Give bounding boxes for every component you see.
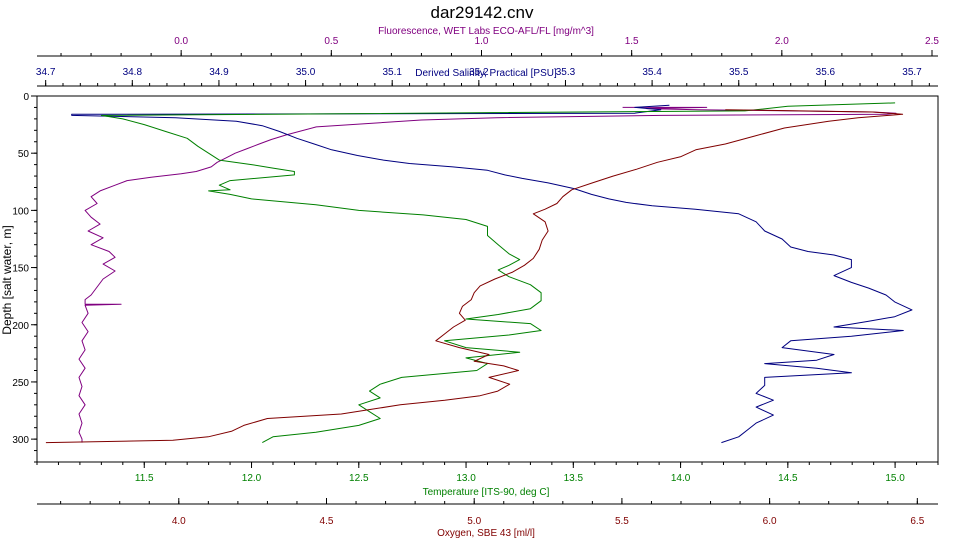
salinity-axis-label: Derived Salinity, Practical [PSU]	[415, 68, 557, 79]
temperature-tick-label: 14.0	[671, 473, 691, 484]
temperature-tick-label: 13.0	[456, 473, 476, 484]
fluorescence-tick-label: 1.5	[625, 36, 639, 47]
oxygen-tick-label: 4.5	[320, 516, 334, 527]
oxygen-tick-label: 5.0	[467, 516, 481, 527]
temperature-tick-label: 12.0	[242, 473, 262, 484]
oxygen-tick-label: 4.0	[172, 516, 186, 527]
temperature-tick-label: 13.5	[564, 473, 584, 484]
salinity-tick-label: 34.9	[209, 67, 229, 78]
fluorescence-tick-label: 0.5	[324, 36, 338, 47]
fluorescence-axis: 0.0 0.5 1.0 1.5 2.0 2.5	[37, 36, 939, 57]
depth-tick-label: 300	[12, 435, 29, 446]
chart-title: dar29142.cnv	[430, 3, 534, 22]
temperature-tick-label: 12.5	[349, 473, 369, 484]
salinity-tick-label: 34.8	[123, 67, 143, 78]
depth-tick-label: 0	[23, 92, 29, 103]
temperature-axis-label: Temperature [ITS-90, deg C]	[423, 487, 550, 498]
fluorescence-axis-label: Fluorescence, WET Labs ECO-AFL/FL [mg/m^…	[378, 26, 594, 37]
fluorescence-tick-label: 0.0	[174, 36, 188, 47]
plot-frame	[36, 95, 939, 463]
temperature-tick-label: 11.5	[135, 473, 154, 484]
oxygen-tick-label: 6.5	[910, 516, 924, 527]
depth-tick-label: 100	[12, 206, 29, 217]
salinity-tick-label: 35.0	[296, 67, 316, 78]
depth-tick-label: 250	[12, 378, 29, 389]
oxygen-profile-line	[45, 109, 904, 444]
fluorescence-tick-label: 2.0	[775, 36, 789, 47]
fluorescence-profile-line	[78, 106, 897, 443]
salinity-axis: 34.7 34.8 34.9 35.0 35.1 35.2 35.3 35.4 35.5 35.6…	[36, 67, 938, 87]
fluorescence-tick-label: 2.5	[925, 36, 939, 47]
depth-tick-label: 200	[12, 321, 29, 332]
salinity-tick-label: 35.1	[382, 67, 402, 78]
depth-tick-label: 50	[18, 149, 30, 160]
depth-axis: 0 50 100 150 200 250 300	[12, 92, 37, 463]
series-layer	[45, 102, 913, 444]
oxygen-tick-label: 5.5	[615, 516, 629, 527]
salinity-tick-label: 35.2	[469, 67, 489, 78]
salinity-tick-label: 35.7	[902, 67, 922, 78]
salinity-tick-label: 34.7	[36, 67, 56, 78]
temperature-tick-label: 15.0	[885, 473, 905, 484]
oxygen-axis: 4.0 4.5 5.0 5.5 6.0 6.5	[37, 498, 938, 527]
oxygen-tick-label: 6.0	[763, 516, 777, 527]
oxygen-axis-label: Oxygen, SBE 43 [ml/l]	[437, 528, 535, 539]
depth-tick-label: 150	[12, 264, 29, 275]
salinity-tick-label: 35.3	[556, 67, 576, 78]
temperature-profile-line	[100, 102, 896, 444]
temperature-axis: 11.5 12.0 12.5 13.0 13.5 14.0 14.5 15.0	[36, 462, 939, 484]
fluorescence-tick-label: 1.0	[475, 36, 489, 47]
temperature-tick-label: 14.5	[778, 473, 798, 484]
salinity-tick-label: 35.6	[816, 67, 836, 78]
salinity-tick-label: 35.5	[729, 67, 749, 78]
depth-axis-label: Depth [salt water, m]	[0, 225, 14, 334]
salinity-profile-line	[71, 104, 913, 444]
salinity-tick-label: 35.4	[642, 67, 662, 78]
